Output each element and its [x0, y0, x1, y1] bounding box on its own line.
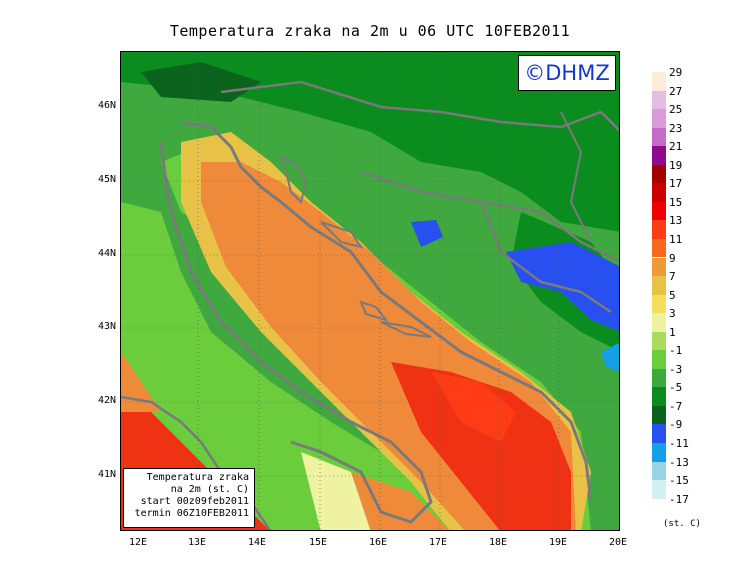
lon-label-19e: 19E — [548, 537, 568, 548]
legend-swatch — [652, 276, 666, 295]
lon-label-16e: 16E — [368, 537, 388, 548]
legend-swatch — [652, 146, 666, 165]
legend-label: -1 — [669, 344, 683, 358]
lon-label-20e: 20E — [608, 537, 628, 548]
legend-label: 5 — [669, 288, 676, 302]
legend-label: -7 — [669, 399, 683, 413]
legend-swatch — [652, 461, 666, 481]
legend-label: 17 — [669, 177, 683, 191]
legend-label: -17 — [669, 492, 689, 506]
legend-label: 13 — [669, 214, 683, 228]
legend-label: 29 — [669, 66, 683, 79]
legend-label: 7 — [669, 270, 676, 284]
lat-label-42n: 42N — [97, 395, 116, 406]
legend-swatch — [652, 257, 666, 277]
legend-label: -5 — [669, 381, 683, 395]
legend-swatch — [652, 443, 666, 462]
legend-label: 1 — [669, 325, 676, 339]
legend-swatch — [652, 164, 666, 184]
map-title: Temperatura zraka na 2m u 06 UTC 10FEB20… — [169, 22, 571, 40]
info-line-termin: termin 06Z10FEB2011 — [134, 508, 249, 519]
legend-swatch — [652, 387, 666, 406]
lon-label-17e: 17E — [428, 537, 448, 548]
legend-unit: (st. C) — [663, 519, 701, 529]
legend-label: 9 — [669, 251, 676, 265]
legend-label: 11 — [669, 232, 683, 246]
legend-swatch — [652, 238, 666, 258]
lon-label-12e: 12E — [128, 537, 148, 548]
legend-swatch — [652, 109, 666, 128]
lat-label-45n: 45N — [97, 174, 116, 185]
lat-label-44n: 44N — [97, 248, 116, 259]
legend-swatch — [652, 480, 666, 499]
temperature-map: ©DHMZ Temperatura zraka na 2m (st. C) st… — [120, 51, 620, 531]
legend-label: 25 — [669, 103, 683, 117]
temperature-field — [121, 52, 619, 530]
legend-swatch — [652, 201, 666, 221]
lon-label-15e: 15E — [308, 537, 328, 548]
legend-label: -3 — [669, 362, 683, 376]
adriatic-sea-hot — [391, 362, 571, 530]
legend-label: 15 — [669, 195, 683, 209]
legend-label: -9 — [669, 418, 683, 432]
legend-swatch — [652, 183, 666, 202]
legend-swatch — [652, 331, 666, 351]
info-box: Temperatura zraka na 2m (st. C) start 00… — [123, 468, 255, 528]
legend-label: 19 — [669, 158, 683, 172]
legend-swatch — [652, 368, 666, 388]
lon-label-14e: 14E — [247, 537, 267, 548]
lon-label-18e: 18E — [488, 537, 508, 548]
legend-swatch — [652, 90, 666, 110]
cold-area-central — [411, 220, 443, 247]
legend-label: -13 — [669, 455, 689, 469]
lat-label-41n: 41N — [97, 469, 116, 480]
legend-swatch — [652, 127, 666, 147]
legend-label: 27 — [669, 84, 683, 98]
legend-label: -11 — [669, 437, 689, 450]
lon-label-13e: 13E — [187, 537, 207, 548]
legend-label: -15 — [669, 474, 689, 488]
legend-label: 21 — [669, 140, 683, 154]
legend-swatch — [652, 72, 666, 91]
legend-swatch — [652, 294, 666, 314]
legend-swatch — [652, 350, 666, 369]
info-line-title: Temperatura zraka — [146, 472, 249, 483]
legend-swatch — [652, 424, 666, 443]
lat-label-46n: 46N — [97, 100, 116, 111]
legend-swatch — [652, 405, 666, 425]
dhmz-logo: ©DHMZ — [518, 55, 616, 91]
info-line-start: start 00z09feb2011 — [140, 496, 249, 507]
legend-swatch — [652, 498, 666, 518]
info-line-unit: na 2m (st. C) — [170, 484, 249, 495]
lat-label-43n: 43N — [97, 321, 116, 332]
legend-label: 23 — [669, 121, 683, 135]
legend-swatch — [652, 313, 666, 332]
legend-label: 3 — [669, 307, 676, 321]
legend-swatch — [652, 220, 666, 239]
